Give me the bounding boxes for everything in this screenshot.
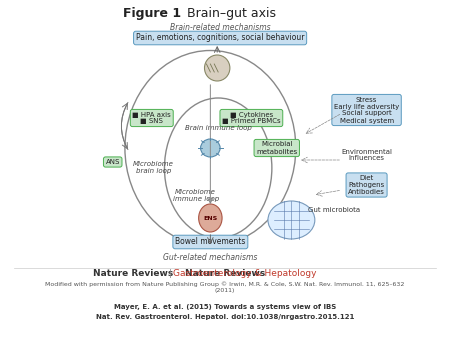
Text: Diet
Pathogens
Antibodies: Diet Pathogens Antibodies [348,175,385,195]
Text: Microbial
metabolites: Microbial metabolites [256,142,297,154]
Text: Nature Reviews: Nature Reviews [93,269,173,279]
Text: Brain-related mechanisms: Brain-related mechanisms [170,23,270,31]
Text: Modified with permission from Nature Publishing Group © Irwin, M.R. & Cole, S.W.: Modified with permission from Nature Pub… [45,281,405,293]
Ellipse shape [198,204,222,232]
Text: Brain immune loop: Brain immune loop [185,125,252,131]
Text: ENS: ENS [203,216,217,220]
Ellipse shape [204,55,230,81]
Text: Gastroenterology & Hepatology: Gastroenterology & Hepatology [173,269,317,279]
Text: Pain, emotions, cognitions, social behaviour: Pain, emotions, cognitions, social behav… [136,33,304,43]
Text: ■ HPA axis
■ SNS: ■ HPA axis ■ SNS [132,112,171,124]
Text: ■ Cytokines
■ Primed PBMCs: ■ Cytokines ■ Primed PBMCs [222,112,281,124]
Text: Microbiome
immune loop: Microbiome immune loop [173,189,219,201]
Text: Bowel movements: Bowel movements [175,238,246,246]
Text: Figure 1: Figure 1 [123,7,181,21]
Text: Nat. Rev. Gastroenterol. Hepatol. doi:10.1038/nrgastro.2015.121: Nat. Rev. Gastroenterol. Hepatol. doi:10… [96,314,354,320]
Text: |: | [166,269,175,279]
Ellipse shape [201,139,220,157]
Text: Gut microbiota: Gut microbiota [308,207,360,213]
Text: Environmental
Influences: Environmental Influences [341,148,392,162]
Text: Microbiome
brain loop: Microbiome brain loop [133,162,174,174]
Text: Brain–gut axis: Brain–gut axis [183,7,276,21]
Ellipse shape [268,201,315,239]
Text: Nature Reviews | Gastroenterology & Hepatology: Nature Reviews | Gastroenterology & Hepa… [99,269,351,279]
Text: Nature Reviews: Nature Reviews [185,269,265,279]
Text: Gut-related mechanisms: Gut-related mechanisms [163,254,257,263]
Text: Mayer, E. A. et al. (2015) Towards a systems view of IBS: Mayer, E. A. et al. (2015) Towards a sys… [114,304,336,310]
Text: Stress
Early life adversity
Social support
Medical system: Stress Early life adversity Social suppo… [334,97,399,123]
Text: ANS: ANS [106,159,120,165]
